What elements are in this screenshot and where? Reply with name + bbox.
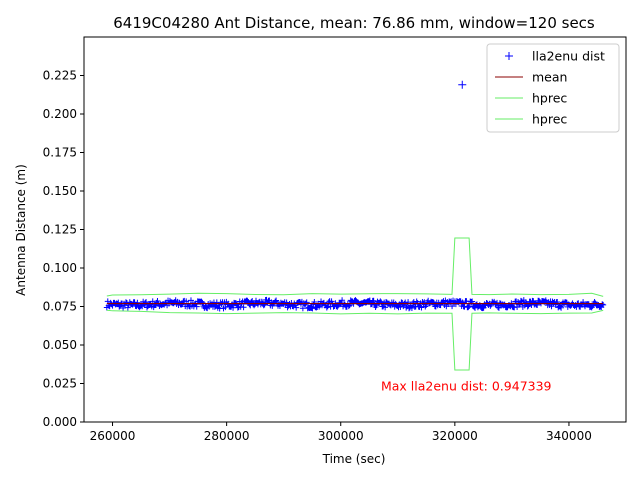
y-axis-label: Antenna Distance (m) [14,164,28,296]
y-tick-label: 0.225 [43,69,77,83]
y-tick-label: 0.000 [43,415,77,429]
x-tick-label: 260000 [90,429,136,443]
y-tick-label: 0.200 [43,107,77,121]
legend-label: lla2enu dist [532,49,605,64]
legend: lla2enu dist mean hprec hprec [486,43,620,133]
y-tick-label: 0.025 [43,377,77,391]
legend-box [486,43,620,133]
series-hprec-line-2 [106,237,604,297]
legend-label: hprec [532,112,567,127]
plot-content [103,80,607,371]
x-tick-label: 280000 [204,429,250,443]
legend-item-0: lla2enu dist [505,49,605,64]
axes: 260000 280000 300000 320000 340000 0.000 0.025… [43,36,627,443]
outlier-point-0 [458,80,467,89]
max-distance-annotation: Max lla2enu dist: 0.947339 [381,378,552,393]
y-tick-label: 0.100 [43,261,77,275]
chart-title: 6419C04280 Ant Distance, mean: 76.86 mm,… [113,14,595,32]
x-axis-label: Time (sec) [322,452,386,466]
y-tick-label: 0.150 [43,184,77,198]
legend-marker-plus [505,52,513,60]
plot-area [103,80,607,371]
y-tick-label: 0.075 [43,300,77,314]
legend-item-3: hprec [495,112,567,127]
legend-item-2: hprec [495,91,567,106]
x-tick-label: 340000 [546,429,592,443]
series-hprec-line-3 [106,309,604,371]
y-tick-label: 0.125 [43,223,77,237]
legend-label: mean [532,70,567,85]
y-tick-label: 0.050 [43,338,77,352]
y-tick-label: 0.175 [43,146,77,160]
x-tick-label: 320000 [432,429,478,443]
legend-label: hprec [532,91,567,106]
x-tick-label: 300000 [318,429,364,443]
legend-item-1: mean [495,70,567,85]
